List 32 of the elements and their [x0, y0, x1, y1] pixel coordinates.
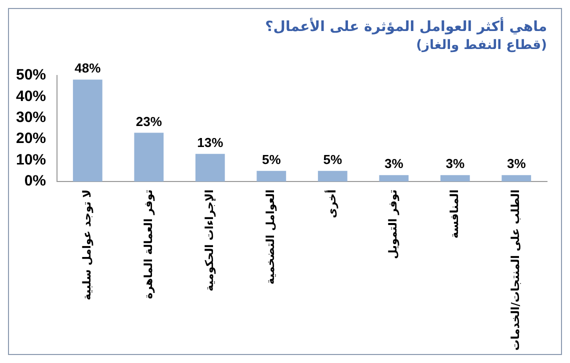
bar — [379, 175, 409, 182]
x-tick-label: توفر العمالة الماهرة — [142, 190, 155, 300]
data-label: 23% — [136, 114, 162, 129]
bar — [502, 175, 532, 182]
y-tick-label: 40% — [16, 88, 46, 105]
y-tick-label: 30% — [16, 108, 46, 126]
chart-subtitle: (قطاع النفط والغاز) — [416, 38, 547, 53]
x-tick-label: العوامل التضخمية — [264, 190, 278, 284]
data-label: 48% — [74, 60, 102, 76]
x-tick-label: المنافسة — [448, 190, 461, 238]
y-tick-label: 20% — [16, 130, 46, 148]
data-label: 3% — [506, 156, 526, 172]
data-label: 5% — [323, 152, 342, 167]
bar — [256, 170, 286, 182]
chart-title: ماهي أكثر العوامل المؤثرة على الأعمال؟ — [265, 17, 547, 36]
bar — [440, 175, 470, 182]
x-tick-label: لا توجد عوامل سلبية — [80, 190, 94, 300]
x-tick-label: الطلب على المنتجات/الخدمات — [509, 190, 522, 351]
data-label: 3% — [384, 156, 404, 172]
y-tick-label: 10% — [16, 151, 46, 168]
bar — [318, 170, 348, 182]
data-label: 5% — [262, 152, 282, 167]
bar — [72, 80, 102, 182]
x-tick-label: الإجراءات الحكومية — [203, 190, 216, 292]
x-tick-label: توفر التمويل — [386, 190, 400, 260]
data-label: 13% — [197, 134, 224, 150]
bar — [134, 132, 164, 182]
bar — [195, 154, 225, 182]
x-tick-label: أخرى — [324, 190, 338, 218]
y-tick-label: 0% — [24, 172, 46, 190]
data-label: 3% — [446, 156, 465, 172]
y-tick-label: 50% — [16, 66, 46, 84]
